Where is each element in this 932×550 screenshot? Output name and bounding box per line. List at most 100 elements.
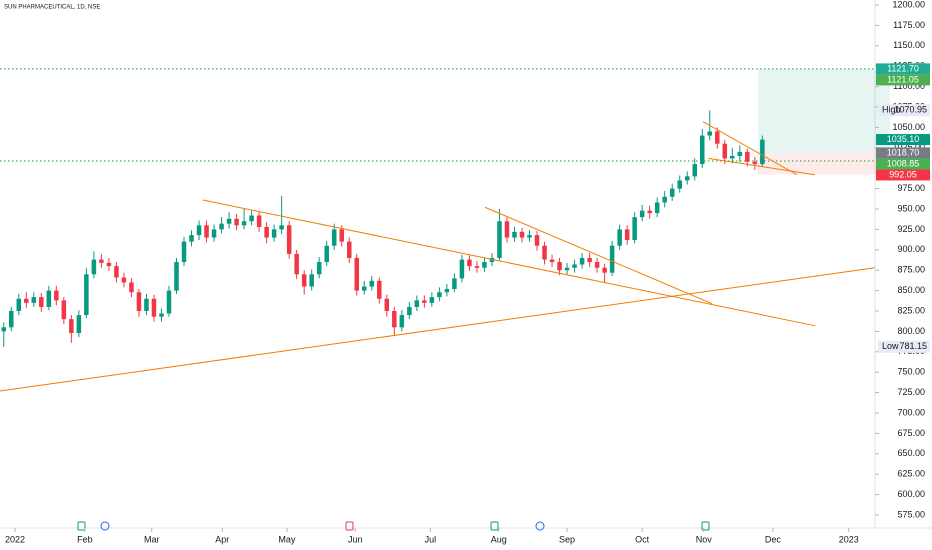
price-tag [876, 169, 930, 181]
candle-body [692, 164, 697, 177]
high-marker-value: 1070.95 [894, 105, 927, 115]
candle-body [384, 298, 390, 311]
price-tag-label: 1121.70 [887, 63, 919, 73]
x-tick-label: Jul [425, 534, 437, 544]
candle-body [121, 277, 127, 283]
candle-body [181, 241, 187, 263]
price-tag-label: 1035.10 [887, 134, 920, 144]
y-tick-label: 650.00 [897, 448, 925, 458]
candle-body [151, 298, 157, 317]
candle-body [700, 135, 705, 165]
candle-body [519, 231, 525, 238]
candle-body [639, 210, 645, 218]
candle-body [189, 235, 194, 242]
chart-title: SUN PHARMACEUTICAL, 1D, NSE [4, 5, 100, 11]
trendline [0, 267, 876, 392]
candle-body [609, 245, 615, 273]
price-tag [876, 134, 930, 146]
candle-body [669, 188, 675, 197]
candle-body [684, 176, 690, 181]
x-tick-label: Feb [77, 534, 93, 544]
candle-body [91, 259, 97, 275]
event-icon [77, 521, 86, 531]
candle-body [354, 257, 360, 291]
low-marker-name: Low [882, 341, 899, 351]
event-icons [77, 521, 710, 531]
candle-body [249, 215, 254, 222]
candle-body [730, 155, 735, 159]
y-tick-label: 675.00 [897, 428, 925, 438]
candle-body [715, 131, 720, 144]
candle-body [512, 231, 517, 238]
candle-body [234, 218, 239, 226]
candle-body [241, 221, 247, 226]
candle-body [489, 257, 495, 263]
candle-body [737, 151, 743, 156]
candle-body [174, 262, 179, 291]
high-marker-name: High [882, 105, 901, 115]
y-tick-label: 825.00 [897, 305, 925, 315]
candle-body [369, 280, 375, 287]
candle-body [617, 229, 622, 246]
candle-body [579, 257, 585, 265]
candle-body [9, 311, 14, 328]
candle-body [99, 259, 104, 263]
candle-body [624, 229, 630, 241]
candle-body [339, 229, 344, 242]
y-tick-label: 1025.00 [892, 142, 925, 152]
candle-body [204, 225, 209, 238]
candle-body [647, 210, 652, 214]
price-tag-label: 992.05 [889, 169, 917, 179]
y-tick-label: 800.00 [897, 326, 925, 336]
candle-body [452, 278, 457, 289]
candle-body [459, 259, 465, 279]
candle-body [474, 266, 480, 268]
candle-body [414, 300, 420, 307]
x-tick-label: May [278, 534, 296, 544]
candle-body [504, 221, 510, 238]
x-tick-label: Aug [491, 534, 507, 544]
candle-body [331, 229, 337, 246]
candle-body [271, 229, 277, 238]
price-tag [876, 158, 930, 170]
target-zone [757, 68, 891, 153]
trendline [708, 157, 815, 176]
candle-body [549, 259, 555, 263]
high-marker-box [878, 104, 930, 117]
x-tick-label: Dec [765, 534, 782, 544]
candle-body [422, 300, 427, 303]
y-tick-label: 700.00 [897, 407, 925, 417]
candle-body [219, 223, 224, 230]
event-icon [490, 521, 499, 531]
y-tick-label: 1150.00 [893, 40, 925, 50]
x-tick-label: Nov [696, 534, 713, 544]
candle-body [572, 264, 577, 268]
candle-body [76, 315, 82, 334]
candle-body [564, 267, 570, 271]
y-tick-label: 750.00 [897, 367, 925, 377]
x-tick-label: 2022 [5, 534, 25, 544]
candle-body [324, 245, 329, 263]
x-tick-label: Oct [635, 534, 650, 544]
plot-area [0, 68, 891, 392]
candle-body [482, 262, 487, 268]
trendline [702, 121, 798, 176]
y-tick-label: 875.00 [897, 265, 925, 275]
price-tag-label: 1008.85 [887, 158, 920, 168]
candle-body [594, 262, 600, 268]
candle-body [61, 300, 67, 320]
candle-body [467, 259, 472, 267]
candle-body [211, 229, 217, 238]
candle-body [226, 218, 232, 224]
candle-body [542, 245, 547, 260]
candle-body [309, 274, 314, 287]
candle-body [159, 313, 164, 317]
candle-body [129, 282, 134, 293]
candle-body [527, 235, 532, 238]
candle-body [752, 161, 758, 165]
candle-body [497, 221, 502, 258]
x-tick-label: Jun [348, 534, 363, 544]
price-tag [876, 63, 930, 75]
